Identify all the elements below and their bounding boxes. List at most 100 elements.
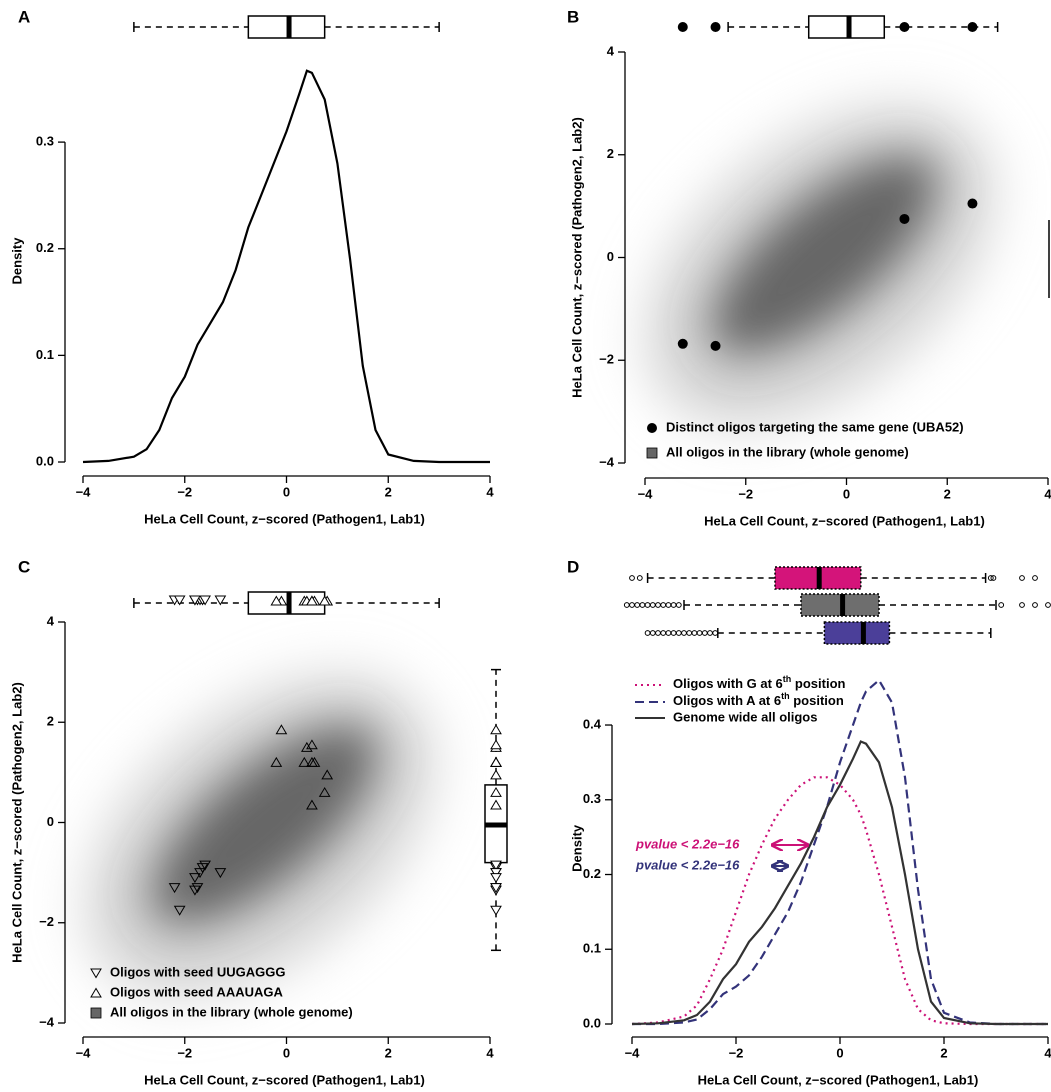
legend-marker xyxy=(90,987,102,998)
x-tick-label: 2 xyxy=(944,486,951,501)
point xyxy=(298,756,311,767)
point xyxy=(306,739,318,750)
outlier xyxy=(701,630,708,636)
marginal-point xyxy=(677,22,688,32)
outlier xyxy=(665,602,672,608)
x-tick-label: −4 xyxy=(638,486,654,501)
x-tick-label: −4 xyxy=(76,1045,92,1060)
density-line xyxy=(632,678,1048,1026)
y-tick-label: 0.0 xyxy=(583,1015,601,1030)
y-axis-label: HeLa Cell Count, z−scored (Pathogen2, La… xyxy=(569,117,584,398)
y-tick-label: 0.1 xyxy=(583,941,601,956)
outlier xyxy=(1019,602,1025,608)
y-tick-label: 0 xyxy=(607,249,614,264)
point xyxy=(168,883,181,894)
panel-label: D xyxy=(567,557,579,576)
outlier xyxy=(707,630,713,636)
point xyxy=(270,756,283,767)
outlier xyxy=(636,575,643,581)
y-axis-label: HeLa Cell Count, z−scored (Pathogen2, La… xyxy=(9,682,24,963)
marginal-point xyxy=(270,595,283,606)
point xyxy=(275,724,288,735)
box xyxy=(800,593,880,617)
marginal-point xyxy=(490,873,502,884)
outlier xyxy=(634,602,641,608)
x-tick-label: 0 xyxy=(283,484,290,499)
x-tick-label: −4 xyxy=(625,1045,641,1060)
outlier xyxy=(696,630,703,636)
point xyxy=(967,198,978,209)
y-axis-label: Density xyxy=(569,824,584,872)
marginal-point xyxy=(899,22,910,32)
annotation: pvalue < 2.2e−16 xyxy=(635,836,740,851)
outlier xyxy=(691,630,698,636)
panel-label: C xyxy=(18,557,30,576)
y-tick-label: −2 xyxy=(599,352,614,367)
panel-label: A xyxy=(18,7,30,26)
y-tick-label: 0.3 xyxy=(583,791,601,806)
y-tick-label: 0 xyxy=(47,814,54,829)
y-tick-label: 0.2 xyxy=(36,240,54,255)
density-cloud xyxy=(151,725,378,925)
legend-marker xyxy=(647,423,657,433)
x-tick-label: 4 xyxy=(486,484,494,499)
legend-label: Oligos with seed UUGAGGG xyxy=(110,964,286,979)
x-tick-label: 0 xyxy=(836,1045,843,1060)
legend-marker xyxy=(90,1007,102,1019)
point xyxy=(899,213,910,224)
x-tick-label: 4 xyxy=(1044,486,1051,501)
outlier xyxy=(1019,575,1025,581)
y-tick-label: −2 xyxy=(39,914,54,929)
x-axis-label: HeLa Cell Count, z−scored (Pathogen1, La… xyxy=(698,1072,979,1087)
marginal-point xyxy=(214,595,227,606)
legend-label: All oligos in the library (whole genome) xyxy=(110,1004,353,1019)
point xyxy=(306,799,318,810)
outlier xyxy=(1032,602,1038,608)
outlier xyxy=(649,602,656,608)
x-tick-label: −2 xyxy=(177,484,192,499)
density-line xyxy=(631,740,1048,1026)
legend-label: Genome wide all oligos xyxy=(673,709,817,724)
marginal-point xyxy=(490,883,502,894)
y-tick-label: 2 xyxy=(47,714,54,729)
outlier xyxy=(629,602,635,608)
y-tick-label: 0.3 xyxy=(36,134,54,149)
box xyxy=(823,621,891,645)
legend-marker xyxy=(90,968,102,979)
outlier xyxy=(665,630,672,636)
point xyxy=(318,786,331,797)
outlier xyxy=(639,602,646,608)
outlier xyxy=(644,602,651,608)
x-tick-label: −2 xyxy=(729,1045,744,1060)
legend-label: Oligos with A at 6th position xyxy=(673,691,844,708)
marginal-point xyxy=(490,724,502,735)
x-tick-label: 4 xyxy=(486,1045,494,1060)
outlier xyxy=(629,575,635,581)
y-tick-label: 4 xyxy=(607,43,615,58)
outlier xyxy=(1032,575,1038,581)
outlier xyxy=(655,602,661,608)
outlier xyxy=(675,602,682,608)
point xyxy=(189,885,201,896)
outlier xyxy=(1045,602,1051,608)
outlier xyxy=(644,630,651,636)
y-tick-label: 0.1 xyxy=(36,347,54,362)
marginal-point xyxy=(490,756,502,767)
x-tick-label: −4 xyxy=(76,484,92,499)
legend-label: Oligos with G at 6th position xyxy=(673,674,846,691)
outlier xyxy=(655,630,661,636)
legend-label: Oligos with seed AAAUAGA xyxy=(110,984,283,999)
marginal-point xyxy=(199,595,211,606)
marginal-point xyxy=(173,595,186,606)
y-tick-label: 0.2 xyxy=(583,866,601,881)
x-tick-label: −2 xyxy=(738,486,753,501)
point xyxy=(321,769,334,780)
panel-2: C −4 −2 0 2 4 −4 −2 0 2 4 HeLa Cell Count, z−scored… xyxy=(9,557,508,1087)
density-line xyxy=(82,69,490,464)
x-tick-label: 2 xyxy=(385,484,392,499)
panel-3: D −4 −2 0 2 4 0.0 0.1 0.2 0.3 0.4 HeLa Cell Count, … xyxy=(567,557,1051,1087)
x-tick-label: 0 xyxy=(843,486,850,501)
outlier xyxy=(660,602,667,608)
